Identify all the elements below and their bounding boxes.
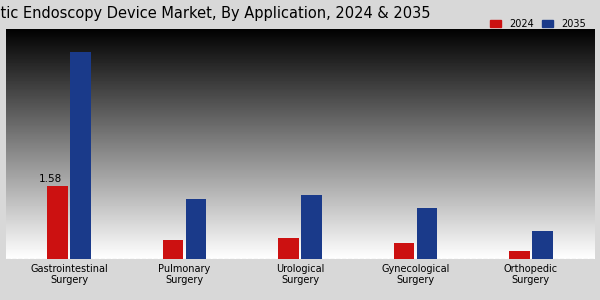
Bar: [163, 240, 184, 259]
Bar: [394, 243, 415, 259]
Text: Robotic Endoscopy Device Market, By Application, 2024 & 2035: Robotic Endoscopy Device Market, By Appl…: [0, 6, 431, 21]
Legend: 2024, 2035: 2024, 2035: [485, 15, 590, 33]
Text: 1.58: 1.58: [39, 174, 62, 184]
Bar: [278, 238, 299, 259]
Bar: [532, 231, 553, 259]
Bar: [185, 199, 206, 259]
Bar: [509, 251, 530, 259]
Bar: [70, 52, 91, 259]
Bar: [301, 195, 322, 259]
Bar: [47, 186, 68, 259]
Bar: [416, 208, 437, 259]
